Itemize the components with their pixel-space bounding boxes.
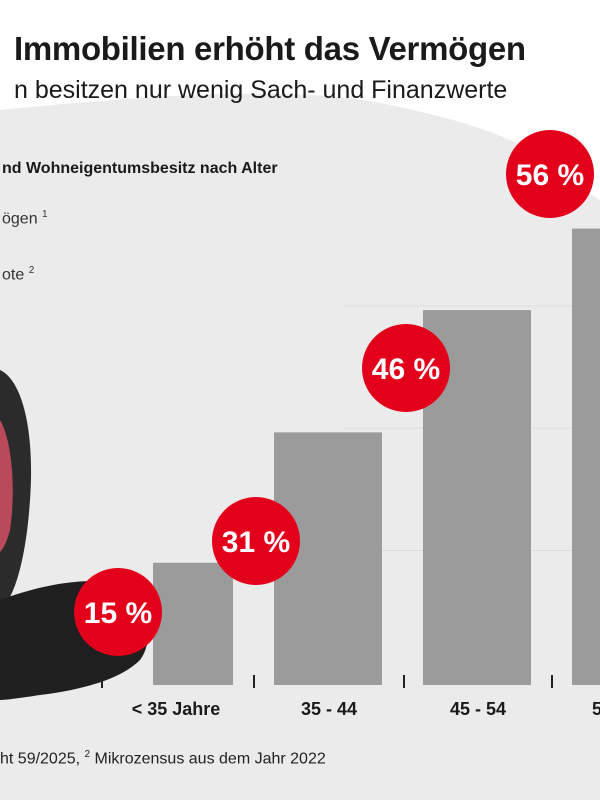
legend-item-quote: ote 2 xyxy=(2,265,34,284)
category-label: < 35 Jahre xyxy=(132,699,221,719)
footnote-marker: 1 xyxy=(42,209,48,220)
x-axis: < 35 Jahre 35 - 44 45 - 54 5 xyxy=(101,675,600,719)
footnote: ht 59/2025, 2 Mikrozensus aus dem Jahr 2… xyxy=(0,749,326,768)
legend-item-label: ote xyxy=(2,266,25,284)
data-labels: 15 % 31 % 46 % 56 % xyxy=(74,130,594,656)
legend-item-vermoegen: ögen 1 xyxy=(2,209,48,228)
data-label: 15 % xyxy=(84,597,152,630)
data-label: 56 % xyxy=(516,159,584,192)
category-label: 35 - 44 xyxy=(301,699,357,719)
value-badge xyxy=(74,568,162,656)
footnote-source-2: Mikrozensus aus dem Jahr 2022 xyxy=(90,750,326,768)
bar xyxy=(153,562,233,685)
bars xyxy=(153,228,600,685)
value-badge xyxy=(212,497,300,585)
bar xyxy=(572,228,600,685)
chart-title: nd Wohneigentumsbesitz nach Alter xyxy=(2,160,278,177)
data-label: 31 % xyxy=(222,526,290,559)
page-title: Immobilien erhöht das Vermögen xyxy=(14,30,526,67)
value-badge xyxy=(362,324,450,412)
data-label: 46 % xyxy=(372,353,440,386)
footnote-marker: 2 xyxy=(28,265,35,276)
footnote-source: ht 59/2025, xyxy=(0,750,85,768)
legend-item-label: ögen xyxy=(2,210,38,228)
footnote-marker: 2 xyxy=(84,749,91,760)
category-label: 5 xyxy=(592,699,600,719)
category-label: 45 - 54 xyxy=(450,699,506,719)
value-badge xyxy=(506,130,594,218)
page-subtitle: n besitzen nur wenig Sach- und Finanzwer… xyxy=(14,76,508,104)
